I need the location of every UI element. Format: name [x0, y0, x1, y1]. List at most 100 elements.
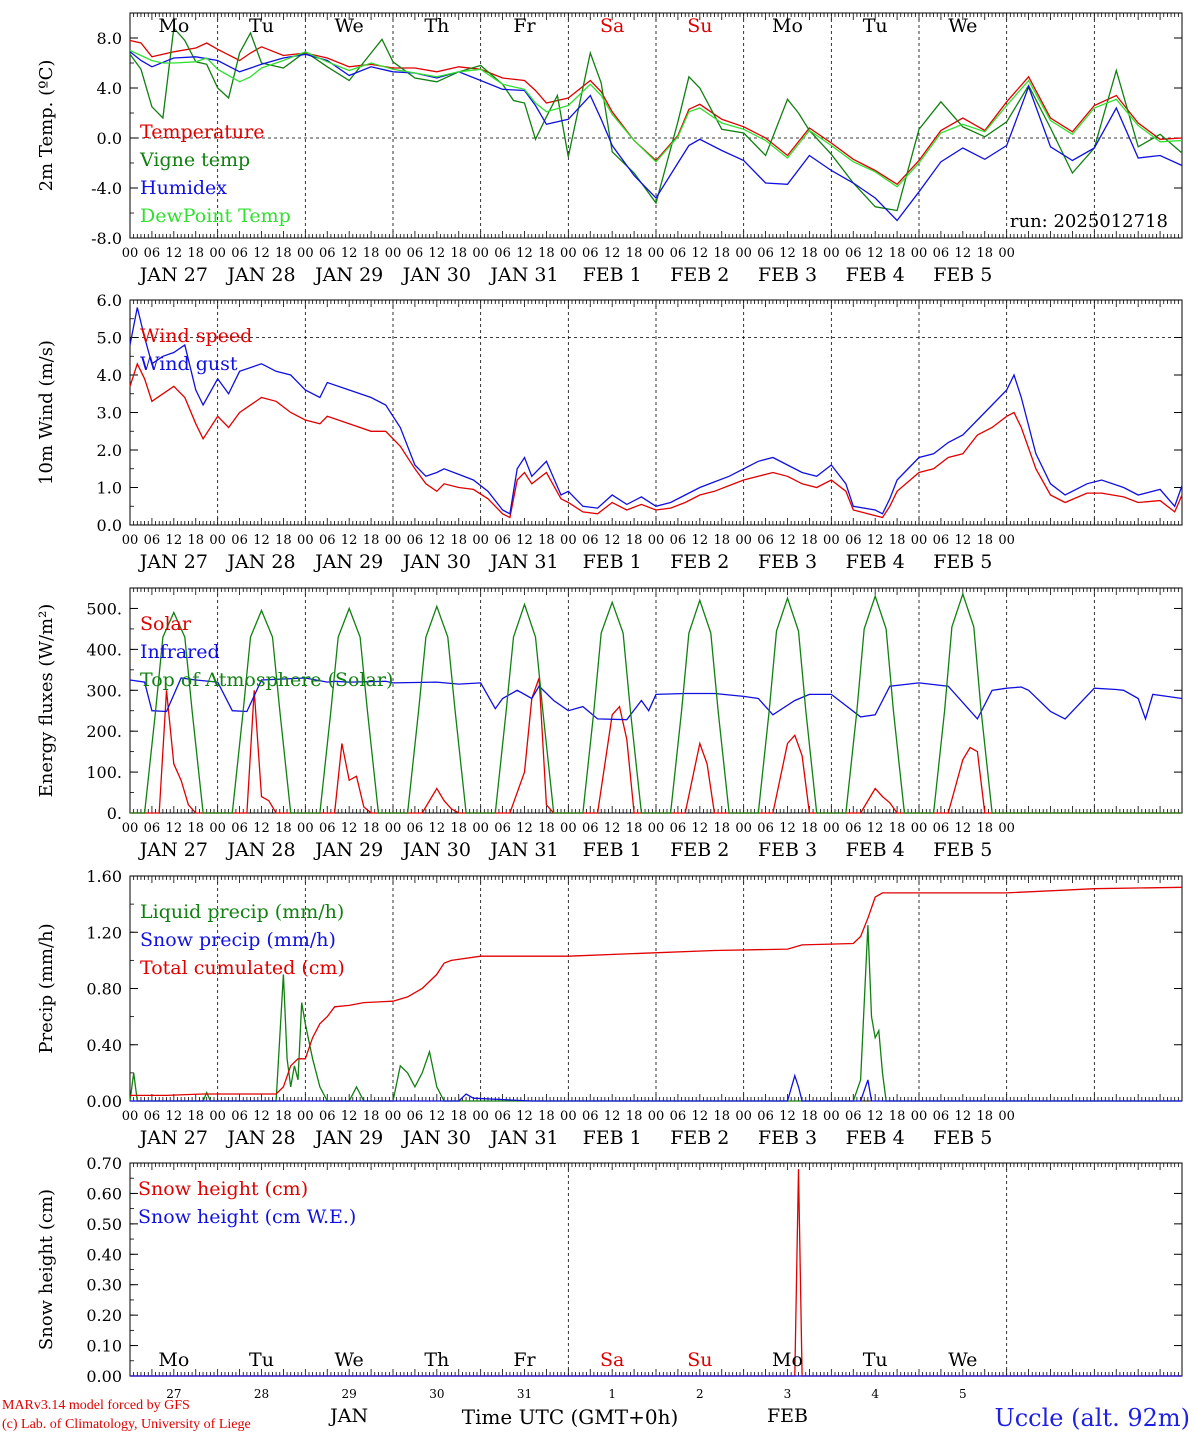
hour-label: 06: [933, 246, 950, 261]
hour-label: 18: [363, 821, 380, 836]
series-line: [129, 677, 1183, 721]
legend-entry: Liquid precip (mm/h): [140, 901, 344, 923]
hour-label: 06: [670, 246, 687, 261]
legend-entry: Top of Atmosphere (Solar): [140, 669, 393, 691]
y-tick-label: 1.60: [86, 867, 122, 886]
y-tick-label: 0.40: [86, 1245, 122, 1264]
hour-label: 18: [187, 533, 204, 548]
series-line: [129, 26, 1183, 212]
month-label-jan: JAN: [328, 1405, 368, 1427]
hour-label: 12: [604, 821, 621, 836]
date-label: JAN 27: [138, 264, 208, 286]
hour-label: 00: [122, 533, 139, 548]
hour-label: 12: [516, 1109, 533, 1124]
date-label: JAN 28: [225, 551, 295, 573]
hour-label: 12: [166, 533, 183, 548]
hour-label: 00: [560, 246, 577, 261]
hour-label: 18: [363, 246, 380, 261]
series-line: [130, 1169, 1182, 1377]
y-axis-title: Energy fluxes (W/m²): [36, 604, 57, 798]
date-label: FEB 5: [933, 1127, 992, 1149]
weekday-label: We: [335, 15, 364, 37]
weekday-label: Tu: [249, 1349, 274, 1371]
hour-label: 00: [735, 533, 752, 548]
hour-label: 18: [450, 246, 467, 261]
hour-label: 12: [341, 246, 358, 261]
hour-label: 00: [472, 1109, 489, 1124]
hour-label: 12: [692, 821, 709, 836]
hour-label: 12: [166, 821, 183, 836]
hour-label: 18: [275, 533, 292, 548]
hour-label: 00: [648, 821, 665, 836]
day-number-label: 5: [959, 1387, 967, 1401]
hour-label: 12: [955, 533, 972, 548]
x-axis-title: Time UTC (GMT+0h): [462, 1405, 679, 1429]
hour-label: 06: [494, 821, 511, 836]
hour-label: 12: [166, 246, 183, 261]
hour-label: 12: [516, 246, 533, 261]
series-line: [129, 51, 1183, 222]
hour-label: 06: [144, 246, 161, 261]
hour-label: 18: [538, 1109, 555, 1124]
hour-label: 06: [845, 533, 862, 548]
hour-label: 12: [867, 533, 884, 548]
y-tick-label: -4.0: [91, 179, 122, 198]
weekday-label: Th: [424, 1349, 449, 1371]
hour-label: 06: [407, 1109, 424, 1124]
y-axis-title: 2m Temp. (ºC): [36, 60, 57, 192]
hour-label: 18: [889, 246, 906, 261]
date-label: JAN 31: [488, 839, 558, 861]
hour-label: 18: [889, 821, 906, 836]
hour-label: 18: [713, 1109, 730, 1124]
hour-label: 12: [341, 821, 358, 836]
hour-label: 12: [867, 1109, 884, 1124]
date-label: FEB 5: [933, 264, 992, 286]
hour-label: 06: [319, 246, 336, 261]
y-tick-label: 0.70: [86, 1154, 122, 1173]
hour-label: 18: [626, 1109, 643, 1124]
y-tick-label: 0.30: [86, 1276, 122, 1295]
hour-label: 12: [867, 246, 884, 261]
hour-label: 12: [253, 533, 270, 548]
hour-label: 12: [779, 246, 796, 261]
hour-label: 12: [955, 246, 972, 261]
hour-label: 12: [867, 821, 884, 836]
weekday-label: Mo: [158, 1349, 189, 1371]
hour-label: 06: [582, 533, 599, 548]
hour-label: 00: [735, 821, 752, 836]
y-tick-label: 0.0: [97, 129, 122, 148]
series-line: [129, 39, 1183, 186]
station-label: Uccle (alt. 92m): [994, 1404, 1190, 1432]
hour-label: 00: [297, 1109, 314, 1124]
hour-label: 18: [889, 533, 906, 548]
hour-label: 12: [429, 1109, 446, 1124]
hour-label: 18: [976, 246, 993, 261]
date-label: JAN 30: [401, 551, 471, 573]
weekday-label: Fr: [513, 1349, 536, 1371]
hour-label: 18: [538, 533, 555, 548]
y-axis-title: 10m Wind (m/s): [36, 340, 57, 485]
weekday-label: Tu: [249, 15, 274, 37]
date-label: FEB 4: [846, 264, 905, 286]
date-label: JAN 30: [401, 839, 471, 861]
date-label: FEB 3: [758, 1127, 817, 1149]
hour-label: 00: [472, 533, 489, 548]
legend-entry: Wind gust: [140, 353, 238, 375]
hour-label: 00: [472, 246, 489, 261]
hour-label: 06: [494, 533, 511, 548]
hour-label: 00: [560, 1109, 577, 1124]
hour-label: 06: [670, 533, 687, 548]
date-label: JAN 30: [401, 1127, 471, 1149]
hour-label: 12: [429, 821, 446, 836]
hour-label: 06: [582, 1109, 599, 1124]
hour-label: 06: [845, 1109, 862, 1124]
weekday-label: Tu: [863, 15, 888, 37]
hour-label: 12: [692, 533, 709, 548]
hour-label: 06: [144, 821, 161, 836]
date-label: FEB 4: [846, 551, 905, 573]
hour-label: 12: [955, 1109, 972, 1124]
y-tick-label: 8.0: [97, 29, 122, 48]
date-label: FEB 1: [583, 1127, 642, 1149]
hour-label: 06: [231, 1109, 248, 1124]
date-label: JAN 29: [313, 1127, 383, 1149]
